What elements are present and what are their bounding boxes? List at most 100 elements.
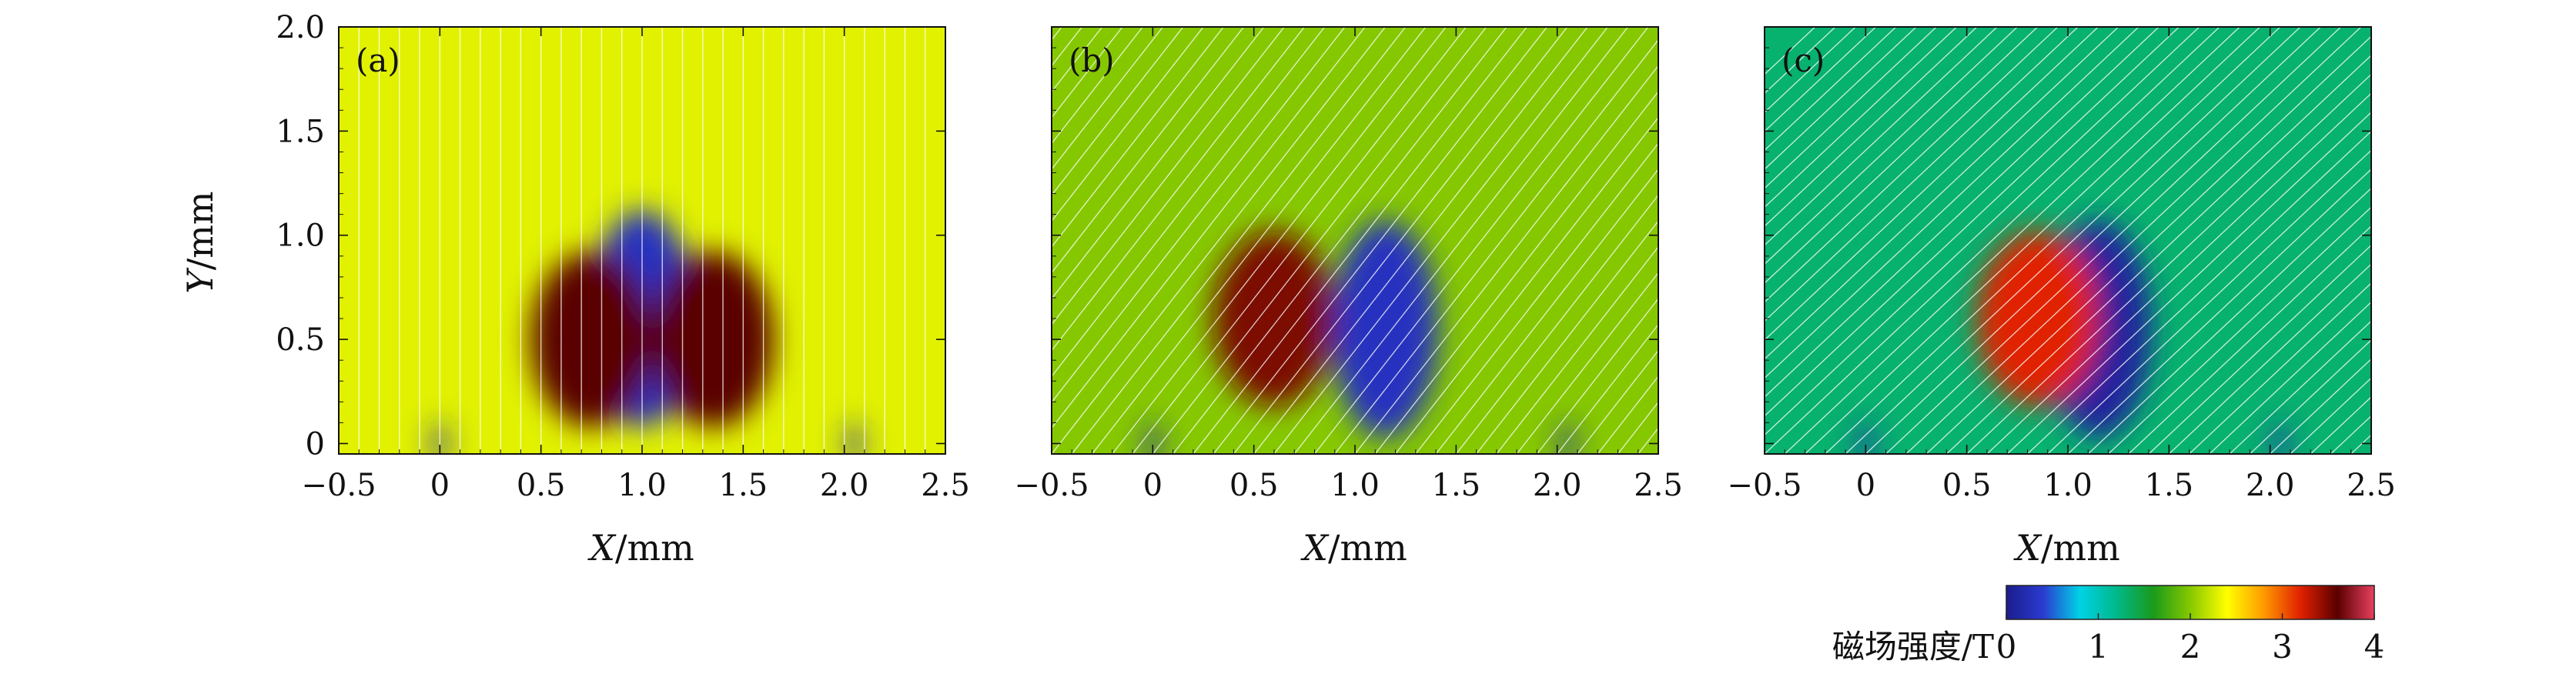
field-line — [1435, 168, 1658, 454]
field-line — [1173, 27, 1507, 454]
field-line — [1415, 142, 1658, 454]
field-line — [1905, 27, 2362, 454]
field-lines — [339, 27, 945, 454]
field-line — [2229, 320, 2371, 454]
x-tick-label: 0 — [1143, 468, 1163, 503]
field-line — [1825, 27, 2281, 454]
colorbar-tick-label: 2 — [2180, 628, 2201, 666]
field-line — [1765, 27, 2200, 436]
y-axis-title-var: Y — [179, 267, 221, 294]
field-line — [1071, 27, 1407, 454]
x-tick-label: 2.0 — [820, 468, 869, 503]
x-tick-label: 0.5 — [517, 468, 566, 503]
field-line — [1865, 27, 2321, 454]
panel-label: (c) — [1781, 42, 1825, 79]
field-line — [2087, 187, 2371, 454]
y-axis-title-unit: /mm — [179, 191, 221, 270]
field-line — [2148, 244, 2371, 454]
field-map — [1765, 27, 2371, 454]
x-axis-title-var: X — [587, 527, 617, 569]
x-axis-title-var: X — [2013, 527, 2042, 569]
field-lines — [1052, 27, 1658, 454]
field-line — [1313, 27, 1649, 454]
field-line — [1765, 27, 2139, 379]
field-line — [1273, 27, 1608, 454]
field-line — [1765, 27, 2018, 265]
field-line — [1986, 92, 2371, 454]
field-line — [1765, 27, 1998, 246]
colorbar-tick-label: 3 — [2272, 628, 2293, 666]
x-tick-label: −0.5 — [301, 468, 376, 503]
field-line — [1597, 375, 1658, 454]
field-line — [1577, 349, 1658, 454]
colorbar-tick-label: 4 — [2364, 628, 2385, 666]
high-field-ring — [1976, 231, 2099, 406]
field-line — [1091, 27, 1427, 454]
field-line — [2108, 206, 2371, 454]
field-line — [1394, 116, 1658, 454]
field-line — [2249, 339, 2371, 454]
field-line — [1152, 27, 1487, 454]
low-field-spot — [1858, 422, 1873, 454]
field-line — [1765, 27, 2119, 360]
x-tick-label: 2.0 — [2246, 468, 2295, 503]
colorbar-tick-label: 0 — [1996, 628, 2017, 666]
x-tick-label: −0.5 — [1014, 468, 1089, 503]
field-line — [2370, 453, 2371, 454]
y-tick-label: 2.0 — [276, 10, 325, 45]
field-line — [1765, 27, 2220, 454]
x-axis-title-unit: /mm — [2041, 527, 2120, 569]
field-line — [1557, 323, 1658, 454]
field-line — [1784, 27, 2240, 454]
y-tick-label: 0.5 — [276, 322, 325, 358]
field-line — [1765, 27, 2180, 417]
x-tick-label: 1.5 — [1432, 468, 1481, 503]
field-line — [1925, 35, 2371, 454]
panels: −0.5 0 0.5 1.0 1.5 2.0 2.5 0 0.5 1.0 1.5 2.0 (a) −0.5… — [276, 10, 2396, 503]
panel-a: −0.5 0 0.5 1.0 1.5 2.0 2.5 0 0.5 1.0 1.5 2.0 (a) — [276, 10, 969, 503]
low-field-spot — [847, 422, 861, 454]
y-tick-label: 0 — [306, 426, 325, 462]
field-line — [1354, 65, 1658, 454]
field-line — [1253, 27, 1588, 454]
field-line — [2128, 225, 2371, 454]
field-line — [2290, 377, 2371, 454]
x-tick-label: 1.0 — [2043, 468, 2093, 503]
field-line — [2350, 434, 2371, 454]
field-line — [1052, 27, 1164, 171]
x-axis-title: X/mm — [2013, 527, 2120, 569]
x-axis-title-unit: /mm — [615, 527, 694, 569]
field-line — [2209, 301, 2371, 454]
panel-label: (b) — [1069, 42, 1115, 79]
field-line — [1496, 245, 1658, 454]
field-line — [1536, 298, 1658, 454]
field-line — [1765, 27, 2099, 341]
high-field-ring — [530, 252, 653, 427]
field-line — [1213, 27, 1548, 454]
colorbar-ticks: 0 1 2 3 4 — [1996, 613, 2385, 666]
x-tick-label: 1.5 — [2145, 468, 2194, 503]
field-line — [2026, 130, 2371, 454]
x-tick-label: 2.5 — [1634, 468, 1683, 503]
x-axis-title-var: X — [1300, 527, 1330, 569]
x-tick-label: −0.5 — [1727, 468, 1802, 503]
field-line — [1374, 90, 1658, 454]
x-tick-label: 2.0 — [1533, 468, 1582, 503]
field-line — [1765, 27, 1876, 132]
colorbar-tick-label: 1 — [2088, 628, 2109, 666]
x-axis-title-unit: /mm — [1328, 527, 1407, 569]
low-field-spot — [1560, 422, 1574, 454]
high-field-region — [1213, 231, 1335, 406]
panel-c: −0.5 0 0.5 1.0 1.5 2.0 2.5 (c) — [1727, 26, 2396, 503]
panel-label: (a) — [356, 42, 400, 79]
colorbar: 磁场强度/T 0 1 2 3 4 — [1832, 585, 2385, 666]
y-tick-label: 1.0 — [276, 219, 325, 254]
field-line — [1052, 27, 1366, 429]
field-line — [2067, 168, 2371, 454]
field-line — [1516, 272, 1658, 454]
field-line — [1052, 27, 1305, 352]
panel-b: −0.5 0 0.5 1.0 1.5 2.0 2.5 (b) — [1014, 26, 1683, 503]
field-line — [1765, 27, 2059, 303]
colorbar-label: 磁场强度/T — [1832, 628, 1994, 666]
